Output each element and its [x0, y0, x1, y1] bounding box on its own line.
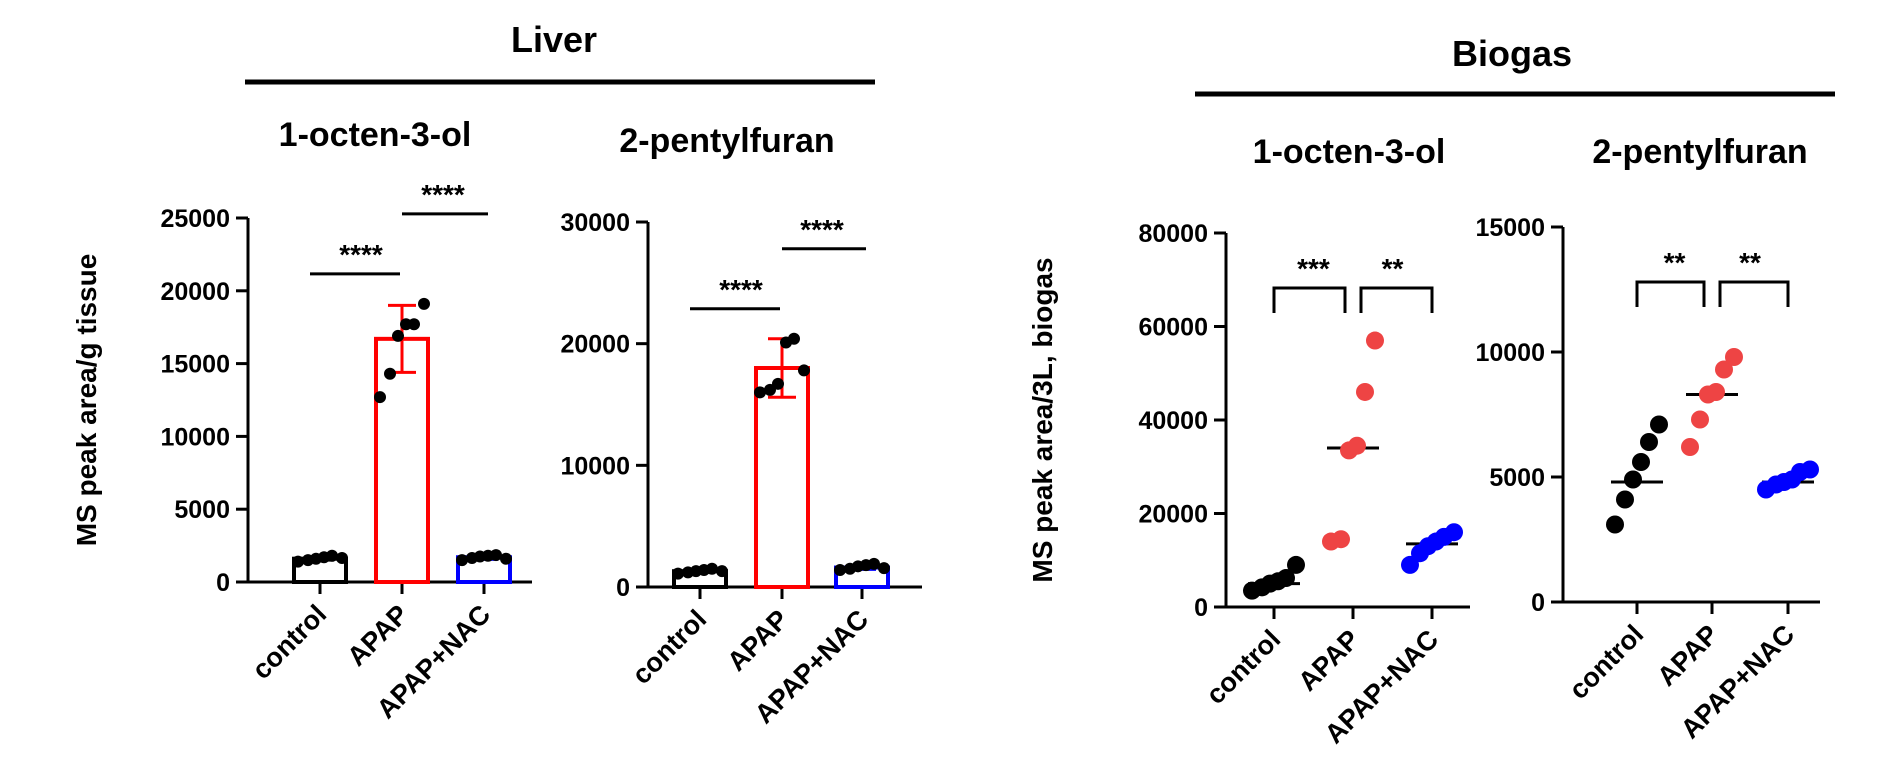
data-point — [336, 551, 348, 564]
x-tick-label: control — [246, 599, 332, 685]
data-point — [716, 565, 728, 578]
data-point — [326, 549, 338, 562]
data-point — [1277, 569, 1295, 588]
significance-label: **** — [339, 239, 383, 270]
biogas-group-header: Biogas — [1195, 33, 1835, 97]
data-point — [1707, 383, 1725, 401]
significance-label: **** — [719, 274, 763, 305]
y-tick-label: 0 — [1531, 589, 1545, 617]
y-tick-label: 15000 — [160, 351, 230, 379]
data-point — [706, 562, 718, 575]
data-point — [788, 332, 800, 345]
data-point — [1616, 490, 1634, 509]
x-tick-label: APAP — [1292, 624, 1365, 697]
y-tick-label: 10000 — [560, 452, 630, 480]
significance-label: **** — [800, 214, 844, 245]
data-point — [1606, 515, 1624, 534]
data-point — [672, 567, 684, 580]
significance-label: *** — [1297, 253, 1330, 284]
data-point — [1356, 382, 1374, 401]
x-tick-label: APAP — [341, 599, 414, 672]
bar — [754, 366, 810, 589]
data-point — [418, 297, 430, 310]
x-tick-label: control — [626, 604, 712, 690]
x-tick-label: control — [1563, 619, 1649, 705]
data-point — [1348, 436, 1366, 455]
data-point — [384, 367, 396, 380]
significance-label: ** — [1382, 253, 1404, 284]
y-tick-label: 10000 — [1475, 339, 1545, 367]
x-tick-label: APAP — [1651, 619, 1724, 692]
y-tick-label: 20000 — [560, 331, 630, 359]
y-tick-label: 0 — [1194, 594, 1208, 622]
data-point — [754, 386, 766, 399]
significance-bracket — [1359, 286, 1434, 313]
biogas-header-title: Biogas — [1452, 33, 1572, 74]
chart-title: 2-pentylfuran — [619, 122, 834, 160]
y-tick-label: 25000 — [160, 205, 230, 233]
significance-label: ** — [1664, 247, 1686, 278]
data-point — [1681, 438, 1699, 456]
y-tick-label: 80000 — [1138, 220, 1208, 248]
data-point — [1624, 470, 1642, 489]
bar — [374, 336, 430, 584]
data-point — [1445, 523, 1463, 542]
x-tick-label: control — [1200, 624, 1286, 710]
data-point — [1801, 460, 1819, 479]
x-tick-label: APAP — [721, 604, 794, 677]
y-tick-label: 20000 — [1138, 501, 1208, 529]
data-point — [1287, 555, 1305, 574]
significance-bracket — [1272, 286, 1347, 313]
data-point — [500, 552, 512, 565]
data-point — [1725, 348, 1743, 366]
significance-bracket — [1718, 280, 1790, 307]
y-axis-label: MS peak area/3L, biogas — [1027, 257, 1058, 582]
data-point — [456, 554, 468, 567]
data-point — [1366, 331, 1384, 350]
data-point — [878, 562, 890, 575]
chart-liver-octenol: 1-octen-3-ol MS peak area/g tissue 0 5000 10… — [71, 116, 532, 724]
y-tick-label: 15000 — [1475, 214, 1545, 242]
data-point — [1650, 415, 1668, 434]
liver-group-header: Liver — [245, 19, 875, 85]
y-tick-label: 60000 — [1138, 314, 1208, 342]
data-point — [408, 318, 420, 331]
liver-header-title: Liver — [511, 19, 597, 60]
chart-title: 1-octen-3-ol — [1253, 133, 1446, 171]
data-point — [1632, 453, 1650, 471]
data-point — [868, 557, 880, 570]
y-tick-label: 30000 — [560, 209, 630, 237]
significance-label: **** — [421, 179, 465, 210]
data-point — [834, 563, 846, 576]
y-tick-label: 5000 — [1489, 464, 1545, 492]
data-point — [1332, 530, 1350, 549]
chart-title: 2-pentylfuran — [1592, 133, 1807, 171]
chart-title: 1-octen-3-ol — [279, 116, 472, 154]
data-point — [374, 391, 386, 404]
significance-bracket — [1635, 280, 1706, 307]
data-point — [1691, 410, 1709, 429]
chart-biogas-octenol: 1-octen-3-ol MS peak area/3L, biogas 0 2000… — [1027, 133, 1470, 749]
data-point — [1401, 555, 1419, 574]
y-tick-label: 0 — [616, 574, 630, 602]
y-tick-label: 5000 — [174, 496, 230, 524]
data-point — [490, 549, 502, 562]
data-point — [772, 377, 784, 390]
data-point — [1715, 360, 1733, 379]
data-point — [798, 364, 810, 377]
data-point — [392, 329, 404, 342]
data-point — [292, 555, 304, 568]
y-axis-label: MS peak area/g tissue — [71, 254, 102, 547]
y-tick-label: 0 — [216, 569, 230, 597]
y-tick-label: 40000 — [1138, 407, 1208, 435]
y-tick-label: 10000 — [160, 423, 230, 451]
data-point — [1640, 433, 1658, 451]
chart-liver-pentylfuran: 2-pentylfuran 0 10000 20000 30000 control APAP… — [560, 122, 922, 729]
y-tick-label: 20000 — [160, 278, 230, 306]
significance-label: ** — [1739, 247, 1761, 278]
